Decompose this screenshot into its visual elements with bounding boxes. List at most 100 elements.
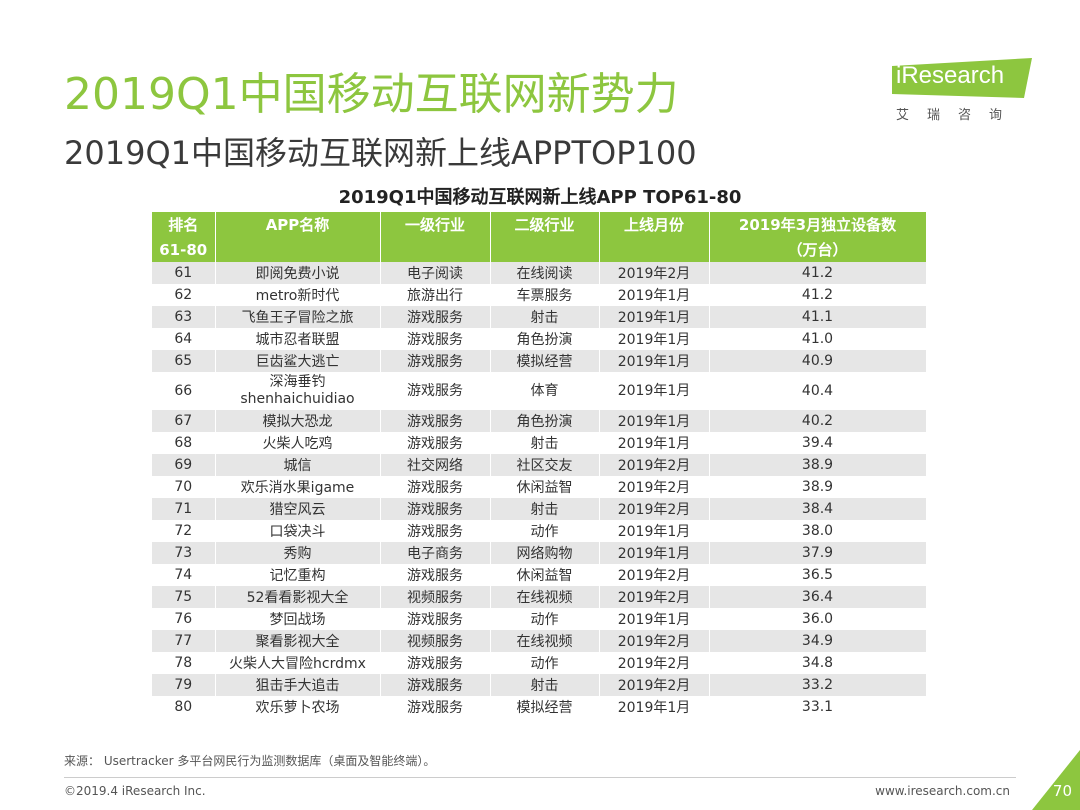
cell-device-count: 36.4 — [709, 586, 927, 608]
cell-device-count: 38.9 — [709, 476, 927, 498]
table-subheader-row: 61-80 （万台） — [152, 237, 927, 262]
cell-primary-industry: 游戏服务 — [380, 350, 491, 372]
table-row: 66 深海垂钓 shenhaichuidiao 游戏服务 体育 2019年1月 40.4 — [152, 372, 927, 410]
cell-primary-industry: 游戏服务 — [380, 410, 491, 432]
cell-rank: 74 — [152, 564, 216, 586]
cell-device-count: 33.2 — [709, 674, 927, 696]
logo-subtitle: 艾瑞咨询 — [896, 108, 1021, 123]
header-secondary-industry: 二级行业 — [490, 212, 600, 237]
page-title: 2019Q1中国移动互联网新势力 — [64, 69, 679, 120]
cell-launch-month: 2019年1月 — [599, 328, 710, 350]
cell-launch-month: 2019年2月 — [599, 262, 710, 284]
cell-launch-month: 2019年1月 — [599, 696, 710, 718]
website-url: www.iresearch.com.cn — [875, 784, 1010, 798]
cell-launch-month: 2019年1月 — [599, 350, 710, 372]
cell-app-name: 狙击手大追击 — [215, 674, 381, 696]
cell-rank: 65 — [152, 350, 216, 372]
cell-device-count: 33.1 — [709, 696, 927, 718]
cell-rank: 68 — [152, 432, 216, 454]
cell-primary-industry: 游戏服务 — [380, 328, 491, 350]
cell-device-count: 40.2 — [709, 410, 927, 432]
page-subtitle: 2019Q1中国移动互联网新上线APPTOP100 — [64, 134, 697, 172]
cell-device-count: 40.4 — [709, 372, 927, 410]
cell-app-name: 飞鱼王子冒险之旅 — [215, 306, 381, 328]
cell-launch-month: 2019年2月 — [599, 674, 710, 696]
table-row: 79 狙击手大追击 游戏服务 射击 2019年2月 33.2 — [152, 674, 927, 696]
cell-device-count: 40.9 — [709, 350, 927, 372]
cell-launch-month: 2019年1月 — [599, 542, 710, 564]
cell-device-count: 34.8 — [709, 652, 927, 674]
cell-rank: 62 — [152, 284, 216, 306]
cell-rank: 69 — [152, 454, 216, 476]
cell-secondary-industry: 网络购物 — [490, 542, 600, 564]
header-device-count: 2019年3月独立设备数 — [709, 212, 927, 237]
cell-rank: 63 — [152, 306, 216, 328]
cell-primary-industry: 游戏服务 — [380, 372, 491, 410]
subheader-empty — [490, 237, 600, 262]
cell-secondary-industry: 模拟经营 — [490, 350, 600, 372]
cell-launch-month: 2019年2月 — [599, 476, 710, 498]
cell-rank: 70 — [152, 476, 216, 498]
cell-primary-industry: 游戏服务 — [380, 498, 491, 520]
cell-device-count: 37.9 — [709, 542, 927, 564]
header-launch-month: 上线月份 — [599, 212, 710, 237]
subheader-empty — [215, 237, 381, 262]
cell-launch-month: 2019年2月 — [599, 586, 710, 608]
iresearch-logo: iResearch 艾瑞咨询 — [892, 58, 1032, 128]
cell-primary-industry: 游戏服务 — [380, 520, 491, 542]
subheader-empty — [380, 237, 491, 262]
subheader-empty — [599, 237, 710, 262]
cell-app-name: 聚看影视大全 — [215, 630, 381, 652]
cell-launch-month: 2019年2月 — [599, 652, 710, 674]
cell-secondary-industry: 动作 — [490, 652, 600, 674]
cell-secondary-industry: 在线视频 — [490, 630, 600, 652]
table-row: 73 秀购 电子商务 网络购物 2019年1月 37.9 — [152, 542, 927, 564]
table-row: 80 欢乐萝卜农场 游戏服务 模拟经营 2019年1月 33.1 — [152, 696, 927, 718]
table-row: 62 metro新时代 旅游出行 车票服务 2019年1月 41.2 — [152, 284, 927, 306]
cell-app-name: 秀购 — [215, 542, 381, 564]
cell-app-name: 记忆重构 — [215, 564, 381, 586]
cell-app-name: 梦回战场 — [215, 608, 381, 630]
footer-divider — [64, 777, 1016, 778]
table-row: 67 模拟大恐龙 游戏服务 角色扮演 2019年1月 40.2 — [152, 410, 927, 432]
table-row: 69 城信 社交网络 社区交友 2019年2月 38.9 — [152, 454, 927, 476]
cell-app-name: 深海垂钓 shenhaichuidiao — [215, 372, 381, 410]
cell-app-name: 巨齿鲨大逃亡 — [215, 350, 381, 372]
table-row: 61 即阅免费小说 电子阅读 在线阅读 2019年2月 41.2 — [152, 262, 927, 284]
cell-primary-industry: 电子商务 — [380, 542, 491, 564]
table-row: 63 飞鱼王子冒险之旅 游戏服务 射击 2019年1月 41.1 — [152, 306, 927, 328]
cell-rank: 73 — [152, 542, 216, 564]
table-row: 74 记忆重构 游戏服务 休闲益智 2019年2月 36.5 — [152, 564, 927, 586]
cell-rank: 61 — [152, 262, 216, 284]
cell-secondary-industry: 模拟经营 — [490, 696, 600, 718]
cell-primary-industry: 旅游出行 — [380, 284, 491, 306]
cell-rank: 72 — [152, 520, 216, 542]
cell-primary-industry: 视频服务 — [380, 630, 491, 652]
cell-secondary-industry: 射击 — [490, 674, 600, 696]
header-rank: 排名 — [152, 212, 216, 237]
cell-secondary-industry: 社区交友 — [490, 454, 600, 476]
logo-text: iResearch — [896, 62, 1005, 89]
cell-launch-month: 2019年1月 — [599, 432, 710, 454]
subheader-rank-range: 61-80 — [152, 237, 216, 262]
cell-secondary-industry: 射击 — [490, 498, 600, 520]
table-row: 77 聚看影视大全 视频服务 在线视频 2019年2月 34.9 — [152, 630, 927, 652]
table-row: 76 梦回战场 游戏服务 动作 2019年1月 36.0 — [152, 608, 927, 630]
cell-rank: 78 — [152, 652, 216, 674]
copyright-text: ©2019.4 iResearch Inc. — [64, 784, 206, 798]
cell-device-count: 41.1 — [709, 306, 927, 328]
cell-rank: 79 — [152, 674, 216, 696]
cell-app-name: 城市忍者联盟 — [215, 328, 381, 350]
cell-rank: 75 — [152, 586, 216, 608]
header-app-name: APP名称 — [215, 212, 381, 237]
cell-app-name: 口袋决斗 — [215, 520, 381, 542]
cell-secondary-industry: 动作 — [490, 520, 600, 542]
cell-primary-industry: 游戏服务 — [380, 696, 491, 718]
table-header-row: 排名 APP名称 一级行业 二级行业 上线月份 2019年3月独立设备数 — [152, 212, 927, 237]
table-title: 2019Q1中国移动互联网新上线APP TOP61-80 — [338, 187, 742, 208]
cell-rank: 67 — [152, 410, 216, 432]
cell-launch-month: 2019年1月 — [599, 520, 710, 542]
table-row: 71 猎空风云 游戏服务 射击 2019年2月 38.4 — [152, 498, 927, 520]
table-row: 68 火柴人吃鸡 游戏服务 射击 2019年1月 39.4 — [152, 432, 927, 454]
table-body: 61 即阅免费小说 电子阅读 在线阅读 2019年2月 41.2 62 metro新时代 旅游出… — [152, 262, 927, 718]
